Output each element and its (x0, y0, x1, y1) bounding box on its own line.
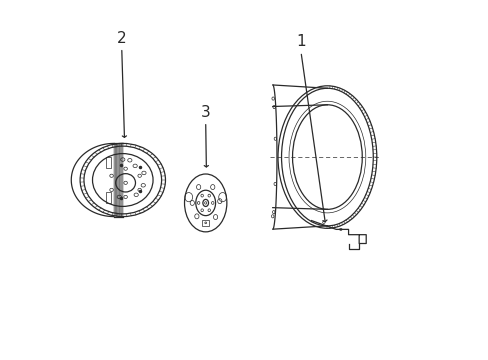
Bar (106, 157, 111, 168)
Bar (202, 220, 209, 226)
Text: 3: 3 (201, 105, 210, 120)
Text: 2: 2 (117, 31, 126, 46)
Text: 1: 1 (296, 35, 305, 49)
Bar (106, 192, 111, 203)
